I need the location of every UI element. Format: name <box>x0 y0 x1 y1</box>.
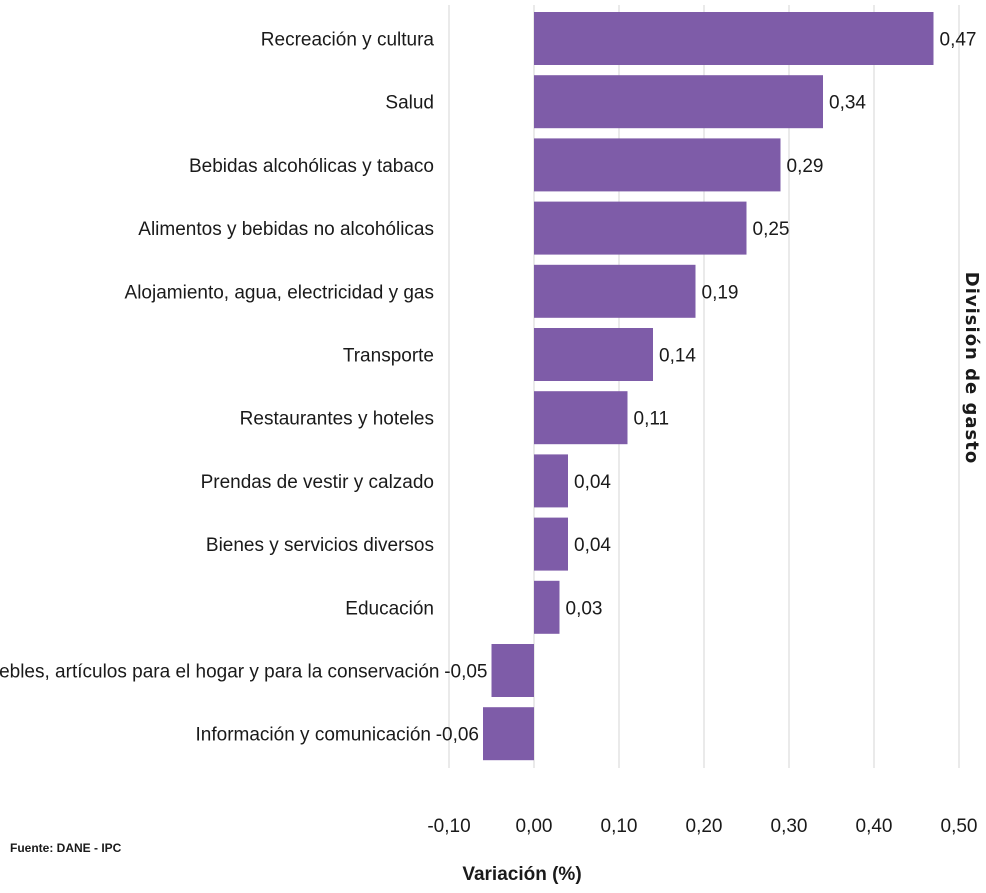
category-label: Información y comunicación <box>196 725 432 746</box>
category-label: Alojamiento, agua, electricidad y gas <box>125 282 434 303</box>
category-labels: Recreación y cultura Salud Bebidas alcohól… <box>0 30 440 746</box>
category-label: Educación <box>345 598 434 619</box>
category-label: Restaurantes y hoteles <box>240 409 434 430</box>
x-axis-title: Variación (%) <box>462 864 581 885</box>
x-axis-tick-labels: -0,10 0,00 0,10 0,20 0,30 0,40 0,50 <box>427 816 977 837</box>
x-tick-label: 0,50 <box>941 816 978 837</box>
category-label: Bienes y servicios diversos <box>206 535 434 556</box>
x-tick-label: 0,40 <box>856 816 893 837</box>
bar <box>534 12 934 65</box>
bar <box>534 517 568 571</box>
gridlines <box>448 5 960 768</box>
bar <box>534 201 747 255</box>
bar <box>534 454 568 508</box>
bar <box>483 707 534 761</box>
bar <box>534 580 560 634</box>
value-label: 0,11 <box>634 409 670 430</box>
bar <box>491 644 534 697</box>
category-label: Recreación y cultura <box>261 30 435 51</box>
source-note: Fuente: DANE - IPC <box>10 841 122 855</box>
value-label: 0,29 <box>787 156 824 177</box>
value-labels: 0,47 0,34 0,29 0,25 0,19 0,14 0,11 0,04 0,04 0,03… <box>436 30 977 746</box>
value-label: 0,04 <box>574 472 611 493</box>
x-tick-label: 0,00 <box>516 816 553 837</box>
value-label: 0,47 <box>940 30 977 51</box>
bar <box>534 138 781 192</box>
bar <box>534 328 653 381</box>
value-label: -0,06 <box>436 725 479 746</box>
bar <box>534 264 696 318</box>
x-tick-label: -0,10 <box>427 816 470 837</box>
category-label: Salud <box>385 93 434 114</box>
category-label: Muebles, artículos para el hogar y para … <box>0 662 440 683</box>
bars <box>483 12 934 761</box>
category-label: Alimentos y bebidas no alcohólicas <box>138 219 434 240</box>
category-label: Bebidas alcohólicas y tabaco <box>189 156 434 177</box>
category-label: Transporte <box>343 346 434 367</box>
value-label: 0,19 <box>702 282 739 303</box>
value-label: 0,14 <box>659 346 696 367</box>
x-tick-label: 0,10 <box>601 816 638 837</box>
value-label: 0,04 <box>574 535 611 556</box>
category-label: Prendas de vestir y calzado <box>201 472 434 493</box>
bar <box>534 391 628 445</box>
value-label: -0,05 <box>444 662 487 683</box>
x-tick-label: 0,30 <box>771 816 808 837</box>
bar <box>534 75 823 129</box>
y-axis-title: División de gasto <box>961 272 982 464</box>
value-label: 0,34 <box>829 93 866 114</box>
value-label: 0,03 <box>566 598 603 619</box>
x-tick-label: 0,20 <box>686 816 723 837</box>
value-label: 0,25 <box>753 219 790 240</box>
